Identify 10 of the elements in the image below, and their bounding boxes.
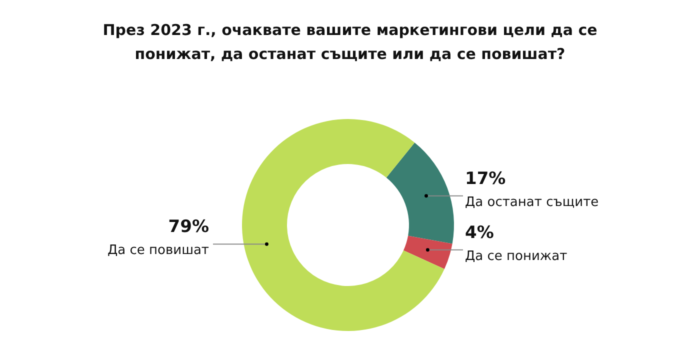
slice-label: Да останат същите: [465, 194, 599, 210]
slice-label: Да се повишат: [107, 243, 210, 258]
donut-slice: [386, 142, 454, 244]
donut-slice: [403, 236, 452, 270]
donut-slice: [242, 119, 444, 331]
data-label: 79%: [168, 217, 209, 238]
data-label: 4%: [465, 222, 494, 243]
slice-label: Да се понижат: [465, 248, 568, 264]
data-label: 17%: [465, 168, 506, 189]
chart-title: През 2023 г., очаквате вашите маркетингови цели да се понижат, да останат същите или да се повишат?: [102, 21, 598, 63]
